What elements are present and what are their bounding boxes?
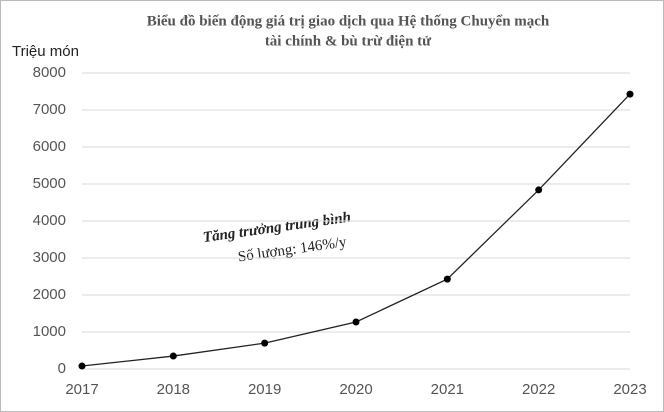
y-tick-label: 2000 [33, 286, 66, 303]
chart-title: Biểu đồ biến động giá trị giao dịch qua … [147, 13, 550, 29]
point [169, 352, 177, 360]
chart-title: tài chính & bù trừ điện tử [265, 33, 432, 49]
point [626, 90, 634, 98]
point [78, 362, 86, 370]
point [261, 339, 269, 347]
y-tick-label: 3000 [33, 249, 66, 266]
x-tick-label: 2018 [157, 381, 190, 398]
y-tick-label: 1000 [33, 323, 66, 340]
point [443, 275, 451, 283]
y-tick-label: 4000 [33, 212, 66, 229]
x-tick-label: 2017 [65, 381, 98, 398]
point [535, 186, 543, 194]
x-tick-label: 2021 [431, 381, 464, 398]
y-tick-label: 7000 [33, 101, 66, 118]
x-tick-label: 2019 [248, 381, 281, 398]
y-tick-label: 0 [58, 360, 66, 377]
point [352, 318, 360, 326]
x-tick-label: 2023 [613, 381, 646, 398]
y-tick-label: 5000 [33, 175, 66, 192]
x-tick-label: 2020 [339, 381, 372, 398]
x-tick-label: 2022 [522, 381, 555, 398]
y-tick-label: 6000 [33, 138, 66, 155]
y-tick-label: 8000 [33, 64, 66, 81]
y-axis-label: Triệu món [12, 43, 79, 60]
